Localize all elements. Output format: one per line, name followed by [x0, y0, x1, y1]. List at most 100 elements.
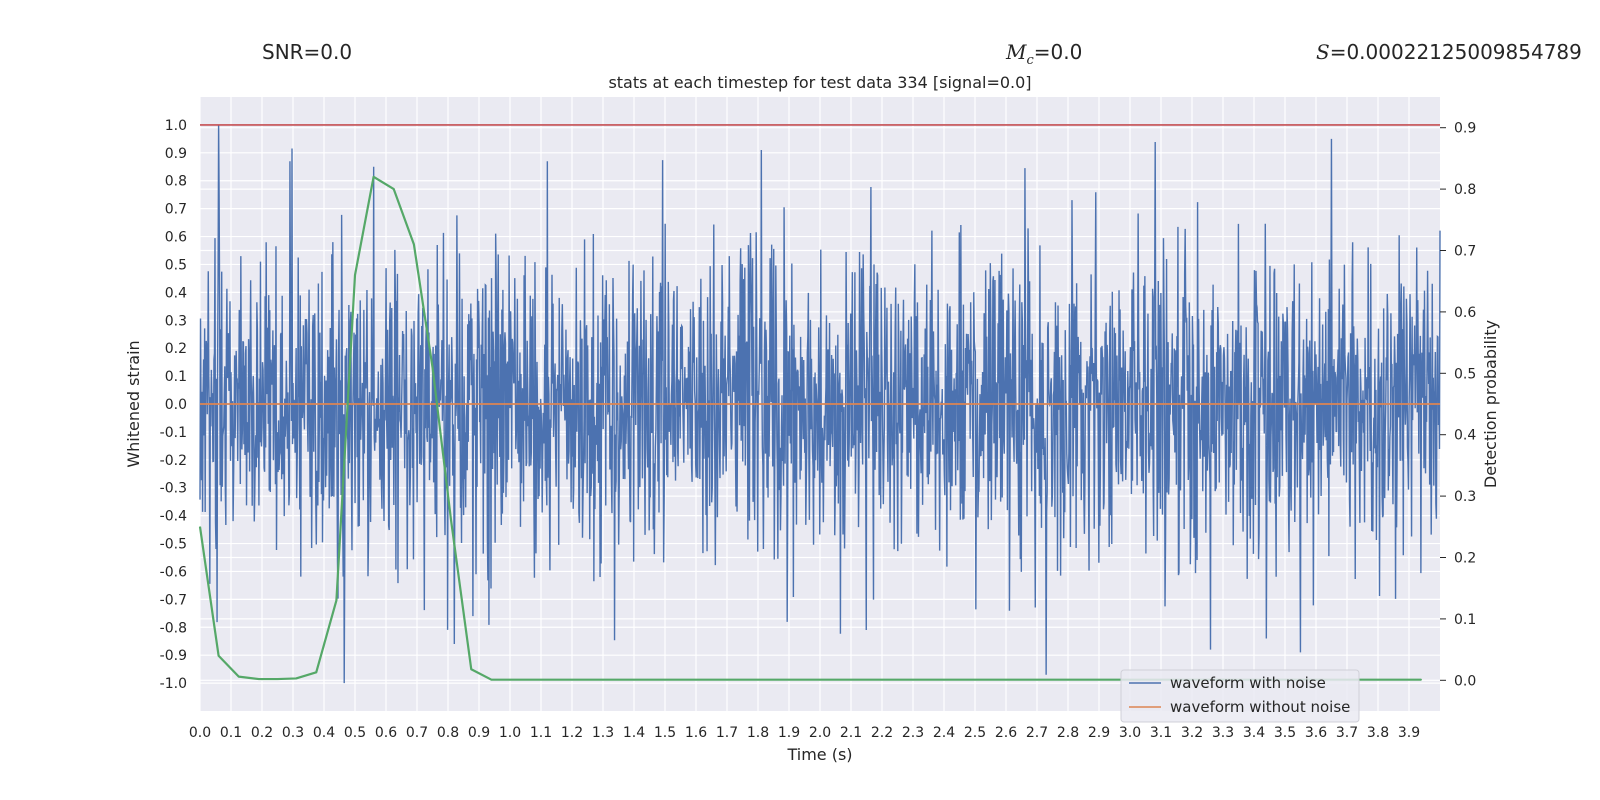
x-tick-label: 1.9 — [778, 725, 800, 741]
probability-point — [335, 599, 337, 602]
x-tick-label: 0.2 — [251, 725, 273, 741]
probability-point — [199, 526, 201, 528]
probability-point — [258, 678, 260, 680]
y-tick-label-right: 0.1 — [1454, 612, 1476, 628]
probability-point — [276, 678, 279, 680]
chirp-mass-symbol: M — [1006, 40, 1027, 64]
y-tick-label-left: -0.1 — [160, 425, 187, 441]
x-tick-label: 0.5 — [344, 725, 366, 741]
probability-point — [238, 676, 240, 678]
y-tick-label-left: 1.0 — [165, 118, 187, 134]
y-tick-label-right: 0.0 — [1454, 673, 1476, 689]
y-tick-label-left: 0.3 — [165, 313, 187, 329]
probability-point — [1420, 679, 1422, 681]
x-tick-label: 2.0 — [809, 725, 831, 741]
y-tick-label-left: -0.6 — [160, 564, 187, 580]
chart-title: stats at each timestep for test data 334… — [608, 73, 1031, 92]
x-tick-label: 0.9 — [468, 725, 490, 741]
y-axis-label-right: Detection probability — [1481, 320, 1500, 488]
legend-label-clean: waveform without noise — [1170, 698, 1350, 716]
x-axis: 0.0 0.1 0.2 0.3 0.4 0.5 0.6 0.7 0.8 0.9 1.0 1.1 1.2 1… — [189, 725, 1420, 741]
y-tick-label-right: 0.6 — [1454, 305, 1476, 321]
s-stat-symbol: S — [1316, 40, 1330, 64]
x-tick-label: 3.7 — [1336, 725, 1358, 741]
x-tick-label: 2.4 — [933, 725, 955, 741]
legend-label-noise: waveform with noise — [1170, 674, 1326, 692]
x-tick-label: 3.4 — [1243, 725, 1265, 741]
y-tick-label-right: 0.4 — [1454, 428, 1476, 444]
y-tick-label-left: 0.7 — [165, 202, 187, 218]
y-axis-right: 0.9 0.8 0.7 0.6 0.5 0.4 0.3 0.2 0.1 0.0 — [1440, 121, 1476, 689]
probability-point — [450, 520, 452, 522]
x-axis-label: Time (s) — [786, 745, 852, 764]
y-tick-label-right: 0.3 — [1454, 489, 1476, 505]
y-tick-label-right: 0.2 — [1454, 551, 1476, 567]
x-tick-label: 2.3 — [902, 725, 924, 741]
y-tick-label-left: 0.9 — [165, 146, 187, 162]
noise-series — [199, 124, 1441, 684]
y-tick-label-left: 0.1 — [165, 369, 187, 385]
y-tick-label-right: 0.5 — [1454, 366, 1476, 382]
probability-point — [431, 366, 434, 368]
x-tick-label: 2.9 — [1088, 725, 1110, 741]
x-tick-label: 2.7 — [1026, 725, 1048, 741]
snr-header: SNR=0.0 — [262, 40, 353, 64]
y-axis-left: 1.0 0.9 0.8 0.7 0.6 0.5 0.4 0.3 0.2 0.1 0.0 -0.1 -0.… — [160, 118, 187, 692]
probability-point — [393, 188, 395, 190]
probability-point — [354, 274, 356, 276]
x-tick-label: 0.3 — [282, 725, 304, 741]
x-tick-label: 3.8 — [1367, 725, 1389, 741]
x-tick-label: 1.8 — [747, 725, 769, 741]
probability-point — [315, 671, 317, 673]
s-stat-value: =0.00022125009854789 — [1329, 40, 1582, 64]
probability-point — [295, 677, 297, 680]
y-tick-label-left: 0.8 — [165, 174, 187, 190]
y-tick-label-right: 0.7 — [1454, 244, 1476, 260]
y-tick-label-left: 0.5 — [165, 257, 187, 273]
y-tick-label-left: 0.0 — [165, 397, 187, 413]
y-axis-label-left: Whitened strain — [124, 340, 143, 467]
probability-point — [218, 655, 220, 657]
x-tick-label: 1.0 — [499, 725, 521, 741]
x-tick-label: 0.4 — [313, 725, 335, 741]
series-detection-probability — [198, 175, 1422, 681]
x-tick-label: 3.6 — [1305, 725, 1327, 741]
x-tick-label: 2.2 — [871, 725, 893, 741]
x-tick-label: 0.6 — [375, 725, 397, 741]
x-tick-label: 0.8 — [437, 725, 459, 741]
s-stat-header: S=0.00022125009854789 — [1316, 40, 1582, 64]
x-tick-label: 3.1 — [1150, 725, 1172, 741]
x-tick-label: 3.9 — [1398, 725, 1420, 741]
x-tick-label: 0.1 — [220, 725, 242, 741]
y-tick-label-left: -0.7 — [160, 592, 187, 608]
y-tick-label-right: 0.9 — [1454, 121, 1476, 137]
y-tick-label-left: -0.8 — [160, 620, 187, 636]
probability-point — [470, 668, 472, 670]
x-tick-label: 1.7 — [716, 725, 738, 741]
y-tick-label-left: -1.0 — [160, 676, 187, 692]
x-tick-label: 1.3 — [592, 725, 614, 741]
x-tick-label: 0.0 — [189, 725, 211, 741]
y-tick-label-left: -0.9 — [160, 648, 187, 664]
y-tick-label-left: 0.6 — [165, 230, 187, 246]
x-tick-label: 1.6 — [685, 725, 707, 741]
y-tick-label-left: -0.2 — [160, 453, 187, 469]
x-tick-label: 3.5 — [1274, 725, 1296, 741]
probability-point — [413, 243, 415, 245]
line-series — [198, 124, 1440, 681]
x-tick-label: 1.2 — [561, 725, 583, 741]
y-tick-label-left: 0.4 — [165, 285, 187, 301]
x-tick-label: 2.1 — [840, 725, 862, 741]
chirp-mass-value: =0.0 — [1033, 40, 1083, 64]
y-tick-label-left: -0.4 — [160, 509, 187, 525]
x-tick-label: 2.8 — [1057, 725, 1079, 741]
x-tick-label: 3.0 — [1119, 725, 1141, 741]
probability-point — [490, 679, 492, 681]
x-tick-label: 3.3 — [1212, 725, 1234, 741]
y-tick-label-left: -0.3 — [160, 481, 187, 497]
x-tick-label: 2.6 — [995, 725, 1017, 741]
y-tick-label-right: 0.8 — [1454, 182, 1476, 198]
x-tick-label: 1.5 — [654, 725, 676, 741]
probability-point — [373, 176, 375, 178]
